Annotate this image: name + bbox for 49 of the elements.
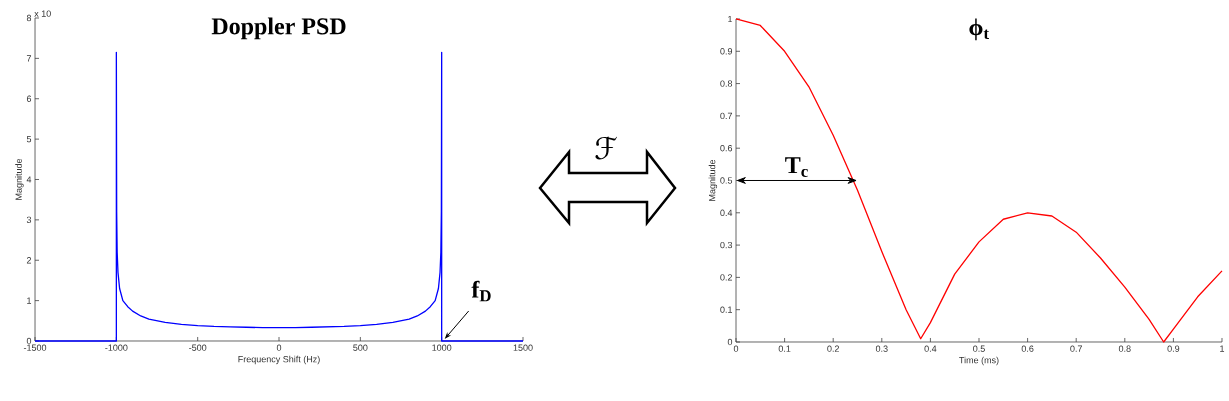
x-tick-label: 0 bbox=[276, 344, 282, 351]
chart-title: Doppler PSD bbox=[211, 17, 346, 40]
y-tick-label: 3 bbox=[26, 216, 32, 224]
x-axis-title: Frequency Shift (Hz) bbox=[238, 355, 320, 365]
y-tick-label: 0.9 bbox=[720, 48, 733, 55]
x-tick-label: -1500 bbox=[23, 344, 47, 351]
y-tick-label: 4 bbox=[26, 176, 32, 183]
text: ℱ bbox=[595, 136, 617, 160]
x-tick-label: -500 bbox=[189, 344, 207, 351]
y-tick-label: 2 bbox=[26, 257, 32, 264]
chart-title: ϕ$_{t}$ bbox=[969, 18, 989, 41]
y-tick-label: 0.6 bbox=[720, 145, 733, 152]
annotation: f$_{D}$ bbox=[471, 280, 491, 302]
y-tick-label: 0.1 bbox=[720, 306, 733, 313]
x-tick-label: 0 bbox=[733, 345, 739, 352]
y-tick-label: 6 bbox=[26, 95, 32, 102]
y-tick-label: 0.8 bbox=[720, 80, 733, 87]
x-tick-label: 1 bbox=[1220, 345, 1225, 352]
y-tick-label: 0.4 bbox=[720, 209, 733, 216]
x-tick-label: 0.3 bbox=[875, 345, 888, 352]
y-tick-label: 0.3 bbox=[720, 241, 733, 249]
x-tick-label: 0.6 bbox=[1021, 345, 1034, 352]
y-tick-label: 0.2 bbox=[720, 274, 733, 281]
y-axis-title: Magnitude bbox=[708, 159, 718, 201]
y-tick-label: 8 bbox=[26, 14, 32, 22]
x-tick-label: 500 bbox=[353, 344, 368, 351]
x-tick-label: -1000 bbox=[105, 344, 128, 351]
annotation: T$_{c}$ bbox=[785, 157, 808, 177]
x-tick-label: 1000 bbox=[432, 344, 452, 351]
text: x 10 bbox=[34, 10, 51, 17]
y-tick-label: 0 bbox=[26, 337, 32, 345]
y-tick-label: 0.7 bbox=[720, 112, 733, 120]
x-axis-title: Time (ms) bbox=[959, 356, 999, 366]
x-tick-label: 0.2 bbox=[827, 345, 839, 352]
x-tick-label: 1500 bbox=[513, 344, 533, 351]
x-tick-label: 0.4 bbox=[924, 345, 937, 352]
x-tick-label: 0.8 bbox=[1118, 345, 1131, 352]
line-series bbox=[735, 18, 1223, 343]
y-axis-title: Magnitude bbox=[15, 158, 24, 200]
x-tick-label: 0.1 bbox=[778, 345, 791, 352]
y-tick-label: 1 bbox=[728, 15, 733, 23]
y-tick-label: 5 bbox=[26, 135, 32, 143]
x-tick-label: 0.9 bbox=[1167, 345, 1180, 352]
y-tick-label: 0 bbox=[727, 338, 733, 346]
y-tick-label: 0.5 bbox=[720, 177, 733, 184]
y-tick-label: 1 bbox=[27, 297, 32, 304]
x-tick-label: 0.5 bbox=[973, 345, 985, 352]
x-tick-label: 0.7 bbox=[1070, 345, 1082, 352]
y-tick-label: 7 bbox=[26, 55, 32, 62]
